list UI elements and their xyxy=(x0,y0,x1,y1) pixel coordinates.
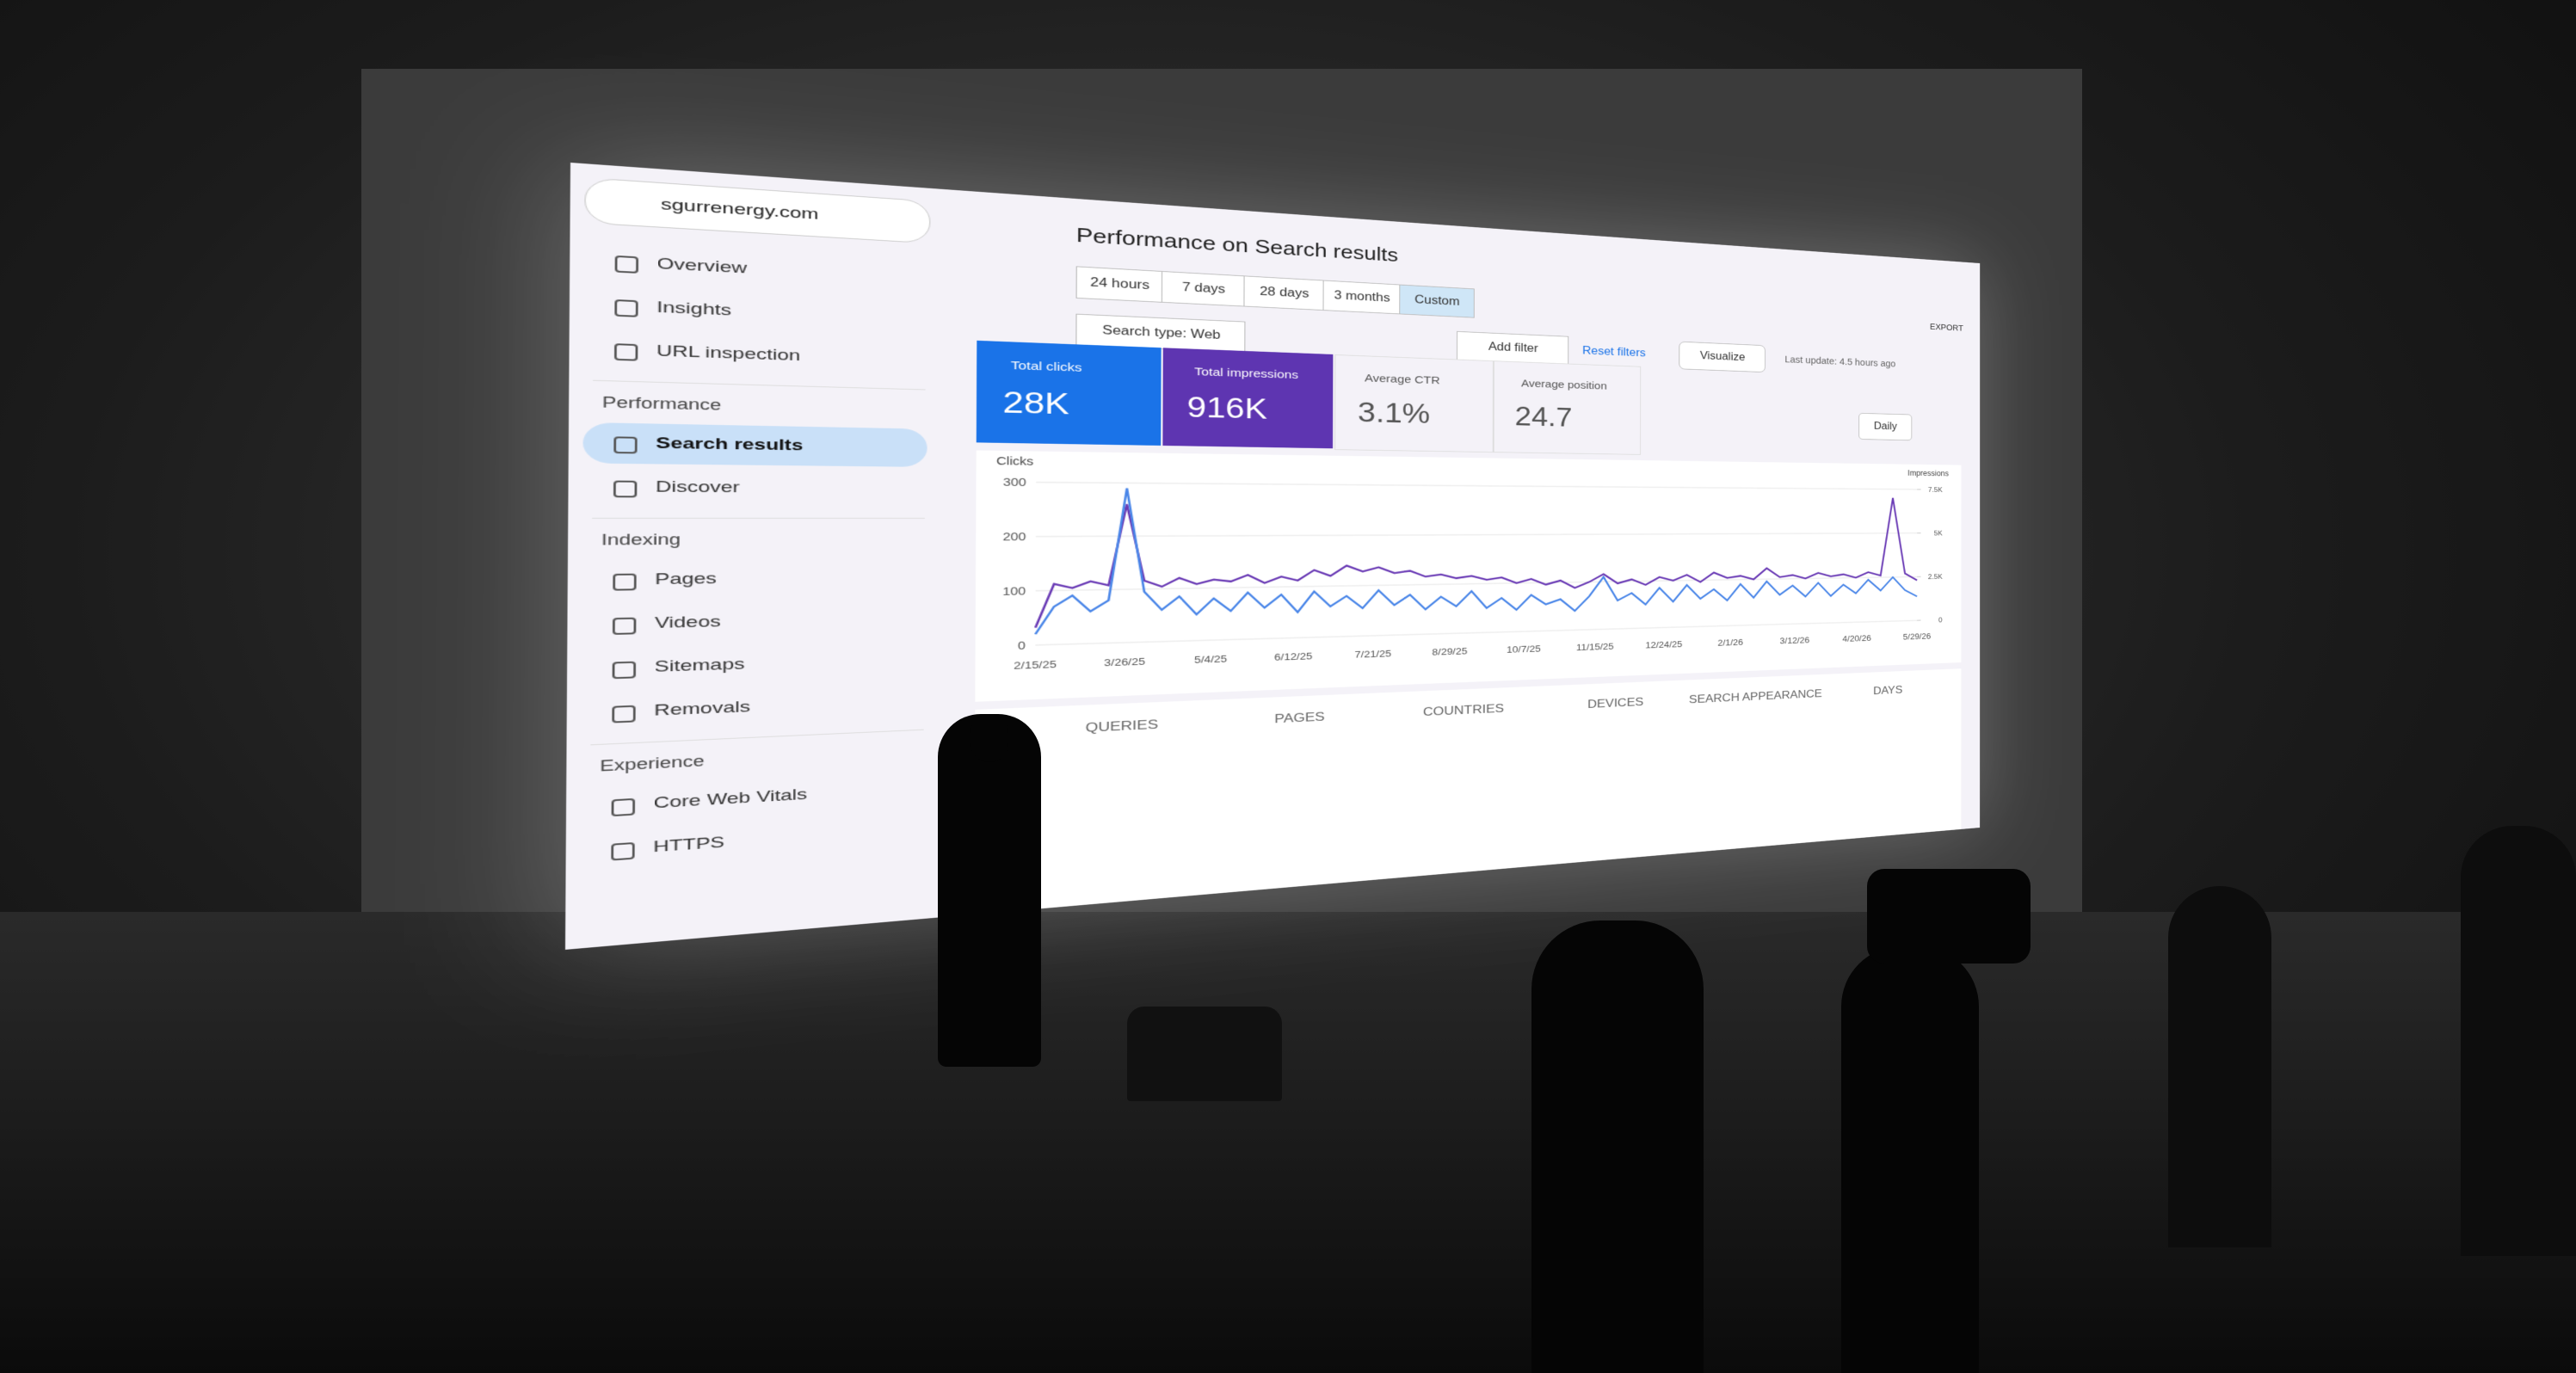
chart-panel: Clicks Impressions 0 100 200 300 0 2.5K 5K 7.5K 2/… xyxy=(975,450,1962,702)
metric-card[interactable]: Average CTR 3.1% xyxy=(1334,354,1494,453)
audience-member xyxy=(2168,886,2271,1247)
nav-section: Experience xyxy=(600,752,705,775)
metric-label: Average position xyxy=(1521,377,1607,392)
x-tick-label: 12/24/25 xyxy=(1645,639,1682,650)
x-tick-label: 8/29/25 xyxy=(1432,646,1467,657)
reset-filters[interactable]: Reset filters xyxy=(1582,345,1646,360)
x-tick-label: 11/15/25 xyxy=(1576,642,1614,653)
y-tick-label: 0 xyxy=(1018,639,1026,652)
divider xyxy=(593,379,926,391)
y-tick-label: 300 xyxy=(1003,476,1026,489)
metric-value: 916K xyxy=(1186,391,1267,426)
metric-value: 24.7 xyxy=(1514,402,1573,433)
camera xyxy=(1867,869,2031,964)
x-tick-label: 7/21/25 xyxy=(1354,649,1391,661)
y-tick-label: 100 xyxy=(1002,585,1026,598)
camera-operator xyxy=(1841,946,1979,1373)
metric-value: 3.1% xyxy=(1357,397,1431,430)
nav-item[interactable]: Search results xyxy=(582,422,927,467)
x-tick-label: 3/12/26 xyxy=(1780,636,1809,646)
date-range[interactable]: Custom xyxy=(1399,284,1475,318)
screen: sgurrenergy.com Overview Insights URL insp… xyxy=(564,163,1981,950)
grid-line xyxy=(1036,533,1917,537)
metric-label: Total clicks xyxy=(1010,359,1082,375)
metric-card[interactable]: Total impressions 916K xyxy=(1162,348,1334,449)
page-title: Performance on Search results xyxy=(1075,223,1398,266)
export-button[interactable]: EXPORT xyxy=(1930,322,1963,333)
audience-member xyxy=(2461,826,2576,1256)
sidebar: sgurrenergy.com Overview Insights URL insp… xyxy=(565,163,942,950)
y2-tick-label: 2.5K xyxy=(1928,573,1943,581)
presenter xyxy=(938,714,1041,1067)
series-line xyxy=(1035,493,1917,627)
photographer xyxy=(1531,920,1704,1373)
y-tick-label: 200 xyxy=(1002,530,1026,543)
presenter-head xyxy=(971,714,1008,762)
x-tick-label: 10/7/25 xyxy=(1507,643,1541,655)
date-range[interactable]: 7 days xyxy=(1161,270,1246,307)
last-update: Last update: 4.5 hours ago xyxy=(1784,354,1896,369)
speaker xyxy=(1127,1007,1282,1101)
x-tick-label: 4/20/26 xyxy=(1842,633,1870,643)
metric-card[interactable]: Total clicks 28K xyxy=(976,340,1162,446)
metric-label: Total impressions xyxy=(1194,365,1298,382)
date-range[interactable]: 3 months xyxy=(1322,280,1402,315)
metric-value: 28K xyxy=(1002,386,1069,422)
metric-label: Average CTR xyxy=(1364,372,1440,387)
y-axis-label: Clicks xyxy=(996,454,1033,467)
x-tick-label: 6/12/25 xyxy=(1274,651,1312,663)
date-range[interactable]: 24 hours xyxy=(1075,266,1164,303)
chart: Clicks Impressions 0 100 200 300 0 2.5K 5K 7.5K 2/… xyxy=(996,454,1949,672)
x-tick-label: 2/1/26 xyxy=(1717,637,1743,648)
y2-tick-label: 7.5K xyxy=(1928,486,1943,494)
nav-item[interactable]: Pages xyxy=(582,557,927,601)
date-range[interactable]: 28 days xyxy=(1243,275,1325,311)
nav-item[interactable]: Removals xyxy=(581,681,926,735)
divider xyxy=(592,517,925,519)
series-line xyxy=(1035,488,1917,634)
y2-tick-label: 0 xyxy=(1938,617,1942,625)
y2-axis-label: Impressions xyxy=(1907,470,1949,478)
x-tick-label: 5/4/25 xyxy=(1194,654,1227,666)
grid-line xyxy=(1036,483,1917,489)
stage xyxy=(0,912,2576,1373)
granularity[interactable]: Daily xyxy=(1858,412,1913,441)
metric-card[interactable]: Average position 24.7 xyxy=(1493,360,1642,455)
y2-tick-label: 5K xyxy=(1934,530,1943,538)
nav-item[interactable]: Videos xyxy=(582,599,927,646)
nav-item[interactable]: Discover xyxy=(582,466,927,508)
x-tick-label: 2/15/25 xyxy=(1014,659,1057,672)
property-selector[interactable]: sgurrenergy.com xyxy=(584,177,931,244)
x-tick-label: 3/26/25 xyxy=(1104,656,1145,668)
visualize[interactable]: Visualize xyxy=(1679,341,1766,373)
nav-section: Indexing xyxy=(601,531,681,549)
x-tick-label: 5/29/26 xyxy=(1903,631,1931,642)
nav-section: Performance xyxy=(601,393,722,414)
